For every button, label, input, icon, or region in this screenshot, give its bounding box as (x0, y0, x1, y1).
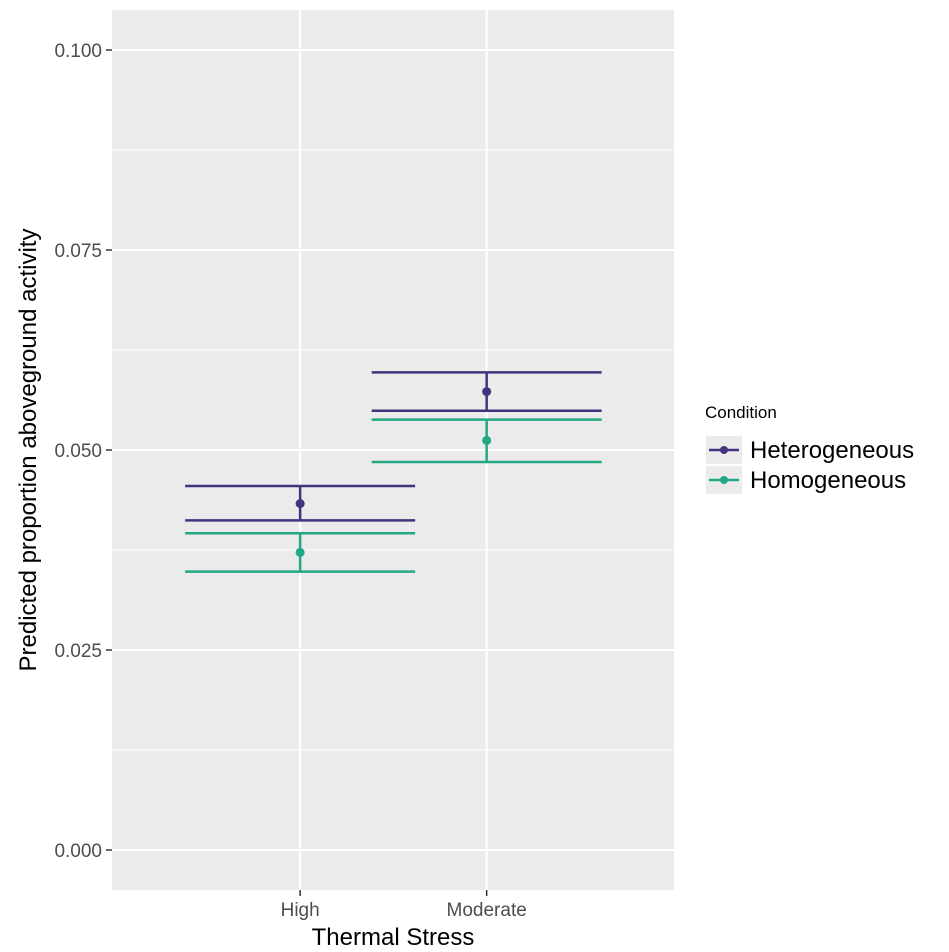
data-point (482, 387, 492, 397)
y-tick-label: 0.100 (54, 41, 102, 62)
axes: 0.000 0.025 0.050 0.075 0.100 High Moderate (54, 41, 526, 921)
legend-items: Heterogeneous Homogeneous (706, 436, 914, 494)
legend-title: Condition (705, 403, 777, 422)
legend-label: Heterogeneous (750, 437, 914, 464)
legend-key-point (720, 446, 728, 454)
x-tick-label: Moderate (447, 900, 527, 921)
y-tick-label: 0.025 (54, 641, 102, 662)
legend: Condition Heterogeneous Homogeneous (705, 403, 914, 494)
legend-label: Homogeneous (750, 467, 906, 494)
y-tick-label: 0.050 (54, 441, 102, 462)
x-axis-title: Thermal Stress (312, 924, 475, 951)
data-point (295, 547, 305, 557)
x-tick-label: High (281, 900, 320, 921)
y-tick-label: 0.000 (54, 841, 102, 862)
y-tick-label: 0.075 (54, 241, 102, 262)
data-marks (185, 371, 602, 573)
y-axis-title: Predicted proportion aboveground activit… (15, 229, 42, 672)
legend-key-point (720, 476, 728, 484)
minor-gridlines (112, 149, 674, 751)
data-point (295, 499, 305, 509)
data-point (482, 435, 492, 445)
